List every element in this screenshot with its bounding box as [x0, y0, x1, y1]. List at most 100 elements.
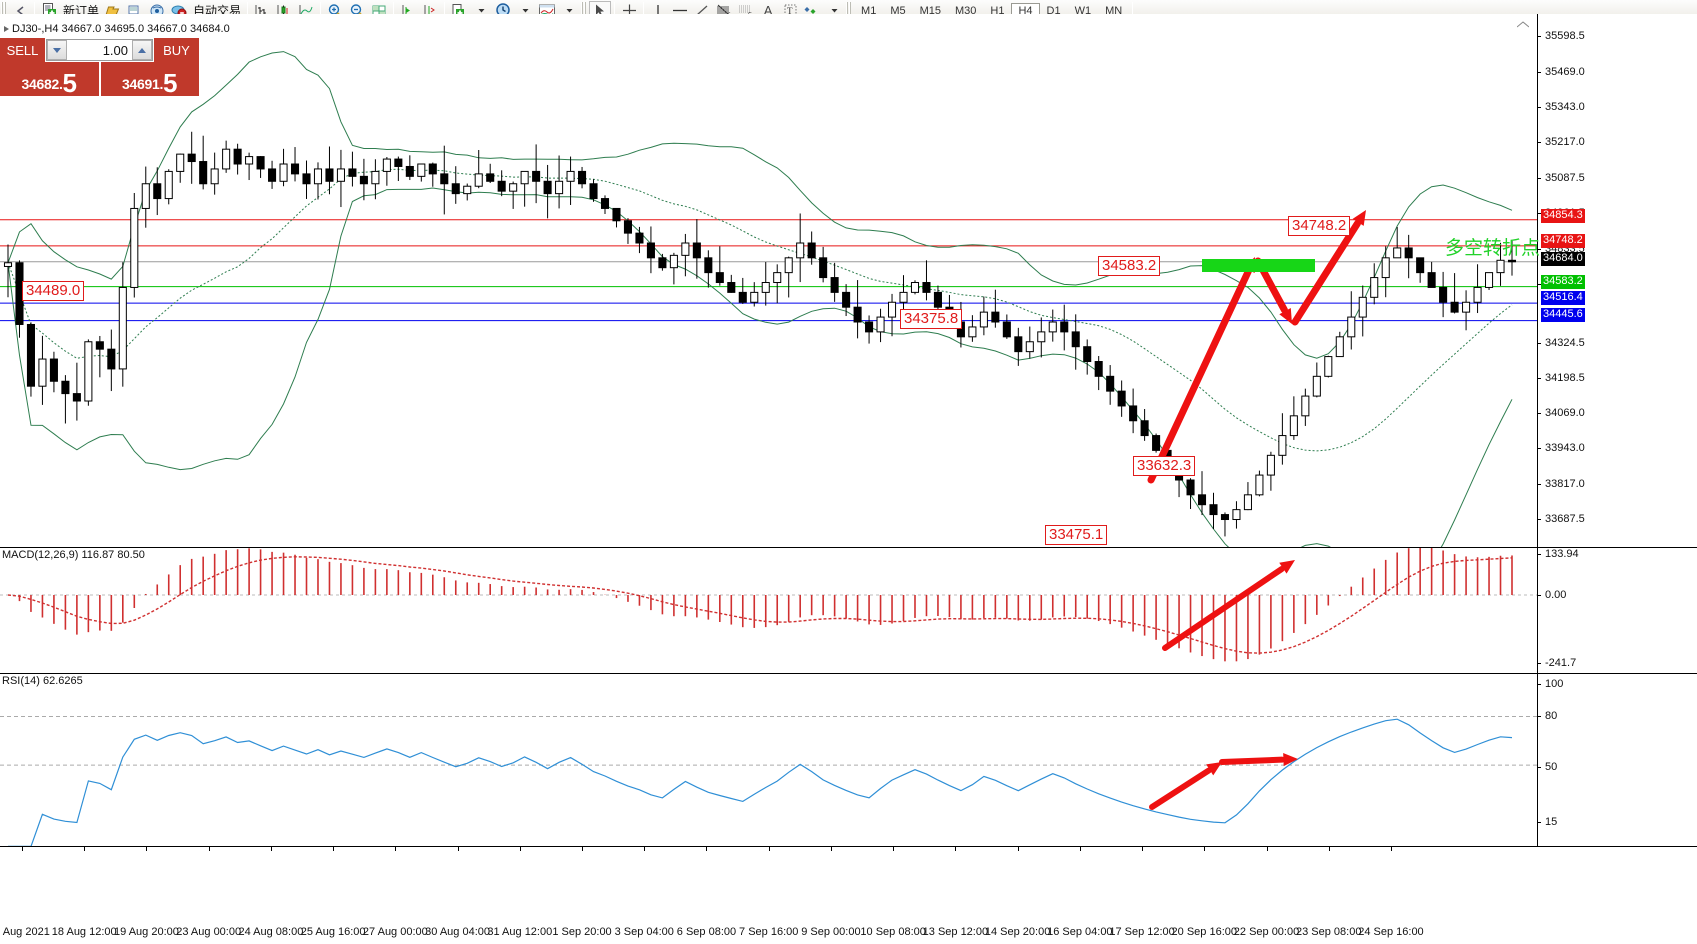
chevron-down-icon[interactable] — [470, 1, 492, 21]
price-tick-label: 35217.0 — [1545, 136, 1585, 148]
price-callout-tag[interactable]: 34583.2 — [1098, 256, 1161, 276]
market-watch-icon[interactable] — [368, 1, 390, 21]
volume-up-button[interactable] — [132, 40, 152, 60]
chevron-down-icon-3[interactable] — [558, 1, 580, 21]
toolbar-grip-2[interactable] — [581, 1, 588, 20]
volume-down-button[interactable] — [47, 40, 67, 60]
price-callout-tag[interactable]: 34375.8 — [900, 309, 963, 329]
price-tick-label: 35343.0 — [1545, 101, 1585, 113]
rsi-scale[interactable]: 100 80 50 15 — [1537, 674, 1697, 846]
toolbar-grip-3[interactable] — [846, 1, 853, 20]
price-level-label[interactable]: 34445.6 — [1541, 308, 1585, 322]
volume-value[interactable]: 1.00 — [102, 42, 128, 58]
price-chart-canvas[interactable] — [0, 14, 1697, 547]
toolbar-grip[interactable] — [1, 1, 7, 20]
time-tick-label: 27 Aug 00:00 — [362, 926, 428, 938]
rsi-tick-label: 50 — [1545, 761, 1558, 773]
timeframe-m30[interactable]: M30 — [955, 4, 977, 17]
time-tick-label: 19 Aug 20:00 — [114, 926, 179, 938]
time-tick — [1390, 847, 1392, 851]
buy-price-display[interactable]: 34691 . 5 — [98, 62, 199, 96]
toolbar-separator — [34, 2, 35, 19]
time-tick — [84, 847, 86, 851]
rsi-tick — [1537, 767, 1541, 768]
time-tick-label: 9 Sep 00:00 — [801, 926, 861, 938]
time-tick-label: 18 Aug 12:00 — [51, 926, 117, 938]
chevron-down-icon-4[interactable] — [823, 1, 845, 21]
price-tick — [1537, 484, 1541, 485]
time-tick-label: 10 Sep 08:00 — [860, 926, 926, 938]
timeframe-d1[interactable]: D1 — [1046, 4, 1061, 17]
oct-top-row: SELL 1.00 BUY — [0, 38, 199, 62]
price-chart-pane[interactable]: 35598.535469.035343.035217.035087.534961… — [0, 14, 1697, 576]
timeframe-m5[interactable]: M5 — [890, 4, 906, 17]
time-tick-label: 30 Aug 04:00 — [425, 926, 490, 938]
macd-tick — [1537, 595, 1541, 596]
collapse-triangle-icon[interactable] — [4, 26, 9, 33]
time-tick — [1328, 847, 1330, 851]
horizontal-line-icon[interactable] — [669, 1, 691, 21]
price-callout-tag[interactable]: 34489.0 — [22, 281, 85, 301]
time-tick — [1079, 847, 1081, 851]
price-callout-tag[interactable]: 33632.3 — [1133, 456, 1196, 476]
period-icon[interactable] — [492, 1, 514, 21]
rsi-tick-label: 100 — [1545, 678, 1564, 690]
time-tick-label: 24 Aug 08:00 — [238, 926, 304, 938]
time-tick-label: 17 Sep 12:00 — [1109, 926, 1175, 938]
macd-canvas[interactable] — [0, 548, 1697, 673]
symbol-ohlc-text: DJ30-,H4 34667.0 34695.0 34667.0 34684.0 — [12, 23, 230, 35]
time-tick-label: 24 Sep 16:00 — [1358, 926, 1424, 938]
sell-price-sep: . — [58, 76, 63, 92]
timeframe-w1[interactable]: W1 — [1074, 4, 1092, 17]
macd-scale[interactable]: 133.94 0.00 -241.7 — [1537, 548, 1697, 673]
price-tick — [1537, 378, 1541, 379]
back-arrow-icon[interactable] — [9, 1, 31, 21]
price-scale[interactable]: 35598.535469.035343.035217.035087.534961… — [1537, 14, 1697, 576]
text-icon[interactable]: A — [763, 3, 773, 18]
time-tick — [893, 847, 895, 851]
price-level-label[interactable]: 34516.4 — [1541, 291, 1585, 305]
timeframe-m15[interactable]: M15 — [919, 4, 941, 17]
price-tick — [1537, 107, 1541, 108]
price-tick — [1537, 284, 1541, 285]
price-level-label[interactable]: 34583.2 — [1541, 275, 1585, 289]
time-tick-label: 31 Aug 12:00 — [487, 926, 553, 938]
price-tick-label: 35598.5 — [1545, 30, 1585, 42]
time-tick — [519, 847, 521, 851]
price-level-label[interactable]: 34748.2 — [1541, 234, 1585, 248]
macd-tick — [1537, 554, 1541, 555]
price-tick — [1537, 72, 1541, 73]
buy-button[interactable]: BUY — [154, 38, 199, 62]
toolbar-separator-2 — [247, 2, 249, 19]
rsi-scale-axis — [1537, 674, 1538, 846]
price-callout-tag[interactable]: 33475.1 — [1045, 525, 1108, 545]
price-callout-tag[interactable]: 34748.2 — [1288, 216, 1351, 236]
price-level-label[interactable]: 34684.0 — [1541, 252, 1585, 266]
time-tick-label: 14 Sep 20:00 — [984, 926, 1051, 938]
toolbar-separator-7 — [643, 2, 645, 19]
shapes-icon[interactable] — [801, 1, 823, 21]
buy-price-main: 34691 — [122, 76, 160, 92]
sell-price-display[interactable]: 34682 . 5 — [0, 62, 99, 96]
rsi-pane[interactable]: RSI(14) 62.6265 100 80 50 15 — [0, 673, 1697, 846]
chart-shift-marker-icon[interactable] — [1516, 16, 1530, 28]
price-tick-label: 33687.5 — [1545, 513, 1585, 525]
macd-pane[interactable]: MACD(12,26,9) 116.87 80.50 133.94 0.00 -24… — [0, 547, 1697, 673]
chevron-down-icon-2[interactable] — [514, 1, 536, 21]
macd-scale-axis — [1537, 548, 1538, 673]
price-tick — [1537, 343, 1541, 344]
sell-button[interactable]: SELL — [0, 38, 45, 62]
price-tick — [1537, 413, 1541, 414]
timeframe-h1[interactable]: H1 — [990, 4, 1005, 17]
time-tick-label: 3 Sep 04:00 — [614, 926, 674, 938]
sell-price-last: 5 — [62, 68, 77, 98]
time-tick — [1017, 847, 1019, 851]
time-tick-label: 7 Sep 16:00 — [739, 926, 799, 938]
price-level-label[interactable]: 34854.3 — [1541, 209, 1585, 223]
volume-input-wrap[interactable]: 1.00 — [46, 39, 153, 61]
one-click-trading-panel[interactable]: SELL 1.00 BUY 34682 . 5 34691 . 5 — [0, 38, 199, 96]
rsi-canvas[interactable] — [0, 674, 1697, 846]
timeframe-mn[interactable]: MN — [1105, 4, 1123, 17]
timeframe-m1[interactable]: M1 — [861, 4, 877, 17]
